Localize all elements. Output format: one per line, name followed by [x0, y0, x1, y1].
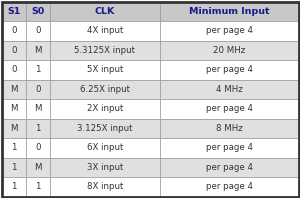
Bar: [50, 2, 160, 21]
Text: 1: 1: [35, 65, 41, 74]
Text: M: M: [34, 163, 42, 172]
Bar: [26, 41, 50, 60]
Text: Minimum Input: Minimum Input: [189, 7, 269, 16]
Text: 5X input: 5X input: [87, 65, 123, 74]
Bar: [26, 60, 50, 80]
Text: 1: 1: [35, 182, 41, 191]
Text: per page 4: per page 4: [206, 26, 253, 35]
Text: 4 MHz: 4 MHz: [216, 85, 242, 94]
Text: M: M: [10, 124, 17, 133]
Text: 0: 0: [11, 26, 16, 35]
Bar: [26, 99, 50, 118]
Text: 6X input: 6X input: [87, 143, 123, 152]
Bar: [26, 118, 50, 138]
Bar: [160, 21, 298, 41]
Text: 6.25X input: 6.25X input: [80, 85, 130, 94]
Text: 0: 0: [11, 46, 16, 55]
Text: CLK: CLK: [95, 7, 115, 16]
Text: per page 4: per page 4: [206, 143, 253, 152]
Bar: [50, 80, 160, 99]
Text: 8X input: 8X input: [87, 182, 123, 191]
Text: M: M: [10, 104, 17, 113]
Text: 0: 0: [11, 65, 16, 74]
Text: per page 4: per page 4: [206, 163, 253, 172]
Text: 3.125X input: 3.125X input: [77, 124, 133, 133]
Bar: [50, 118, 160, 138]
Bar: [160, 80, 298, 99]
Text: per page 4: per page 4: [206, 104, 253, 113]
Text: 20 MHz: 20 MHz: [213, 46, 245, 55]
Bar: [2, 138, 26, 157]
Bar: [160, 41, 298, 60]
Text: 8 MHz: 8 MHz: [216, 124, 242, 133]
Bar: [160, 118, 298, 138]
Bar: [50, 99, 160, 118]
Text: 4X input: 4X input: [87, 26, 123, 35]
Bar: [2, 99, 26, 118]
Text: 3X input: 3X input: [87, 163, 123, 172]
Text: 1: 1: [35, 124, 41, 133]
Text: 0: 0: [35, 85, 41, 94]
Bar: [26, 2, 50, 21]
Bar: [50, 177, 160, 196]
Bar: [26, 21, 50, 41]
Text: 0: 0: [35, 26, 41, 35]
Text: M: M: [10, 85, 17, 94]
Text: 0: 0: [35, 143, 41, 152]
Text: M: M: [34, 46, 42, 55]
Bar: [50, 138, 160, 157]
Text: S0: S0: [32, 7, 45, 16]
Bar: [2, 41, 26, 60]
Bar: [2, 60, 26, 80]
Bar: [2, 2, 26, 21]
Bar: [26, 80, 50, 99]
Bar: [50, 157, 160, 177]
Bar: [50, 21, 160, 41]
Bar: [50, 60, 160, 80]
Bar: [2, 21, 26, 41]
Bar: [160, 60, 298, 80]
Text: 5.3125X input: 5.3125X input: [74, 46, 135, 55]
Bar: [160, 99, 298, 118]
Text: 1: 1: [11, 143, 16, 152]
Text: S1: S1: [7, 7, 20, 16]
Bar: [50, 41, 160, 60]
Bar: [160, 2, 298, 21]
Bar: [160, 177, 298, 196]
Bar: [2, 118, 26, 138]
Text: 2X input: 2X input: [87, 104, 123, 113]
Text: M: M: [34, 104, 42, 113]
Bar: [2, 177, 26, 196]
Text: 1: 1: [11, 163, 16, 172]
Bar: [2, 157, 26, 177]
Bar: [26, 177, 50, 196]
Text: per page 4: per page 4: [206, 65, 253, 74]
Bar: [26, 157, 50, 177]
Bar: [160, 157, 298, 177]
Bar: [160, 138, 298, 157]
Text: per page 4: per page 4: [206, 182, 253, 191]
Bar: [2, 80, 26, 99]
Text: 1: 1: [11, 182, 16, 191]
Bar: [26, 138, 50, 157]
